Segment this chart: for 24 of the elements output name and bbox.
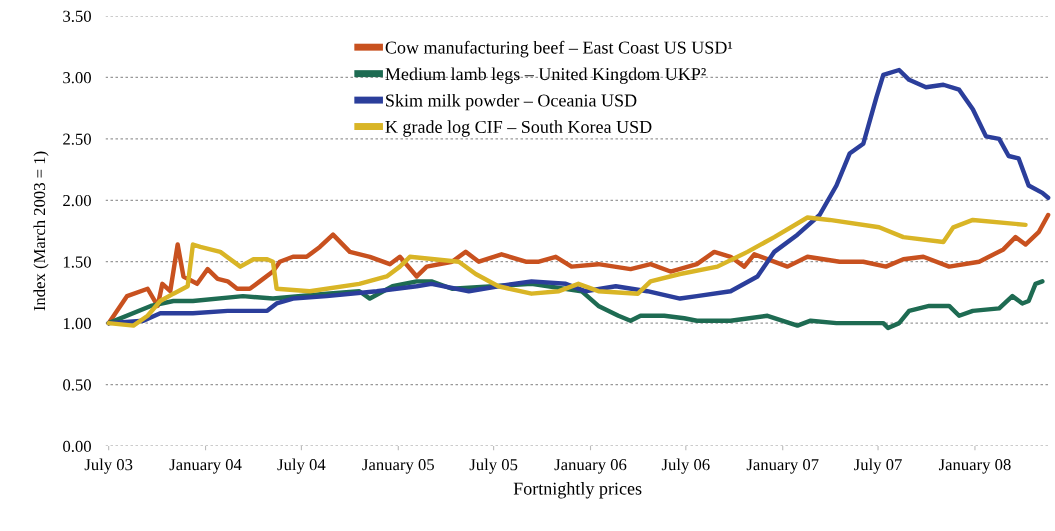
y-tick-label: 2.50	[63, 133, 91, 145]
y-tick-label: 0.50	[63, 379, 91, 391]
x-tick-label: January 05	[362, 458, 434, 474]
x-axis-title: Fortnightly prices	[513, 482, 642, 499]
legend-label: K grade log CIF – South Korea USD	[385, 120, 652, 137]
y-axis-title: Index (March 2003 = 1)	[33, 151, 49, 311]
legend-label: Cow manufacturing beef – East Coast US USD¹	[385, 40, 733, 58]
y-tick-label: 1.50	[63, 256, 91, 268]
y-tick-label: 2.00	[63, 194, 91, 207]
x-tick-label: July 07	[854, 458, 902, 474]
x-tick-label: July 05	[469, 458, 518, 474]
x-tick-label: January 08	[938, 458, 1011, 474]
y-tick-label: 1.00	[63, 317, 91, 330]
x-tick-label: January 07	[746, 458, 819, 474]
legend-label: Skim milk powder – Oceania USD	[386, 93, 637, 111]
y-tick-label: 3.00	[63, 72, 91, 84]
y-tick-label: 3.50	[63, 10, 91, 22]
x-tick-label: January 04	[169, 458, 242, 474]
x-tick-label: July 04	[277, 458, 326, 474]
x-tick-label: July 06	[661, 458, 710, 474]
y-tick-label: 0.00	[63, 440, 91, 453]
legend-label: Medium lamb legs – United Kingdom UKP²	[385, 67, 706, 84]
x-tick-label: January 06	[554, 458, 627, 474]
x-tick-label: July 03	[84, 458, 133, 474]
